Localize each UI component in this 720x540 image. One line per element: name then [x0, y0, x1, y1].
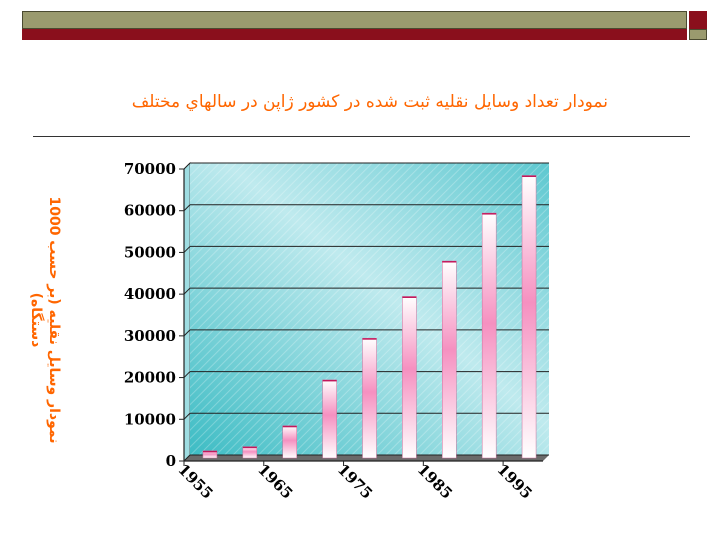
bar-top-edge	[282, 425, 297, 428]
gridline-side	[183, 371, 191, 378]
gridline-side	[183, 204, 191, 212]
y-tick-label: 20000	[124, 369, 176, 387]
bar-top-edge	[322, 379, 337, 382]
y-tick-label: 40000	[124, 285, 176, 303]
y-tick-label: 50000	[124, 243, 176, 261]
header-accent-square-lower	[689, 29, 707, 40]
header-accent-bar	[22, 11, 687, 29]
bar-1960	[242, 446, 258, 459]
bar-1985	[442, 260, 457, 459]
gridline-side	[183, 454, 191, 462]
bar-1990	[481, 212, 497, 459]
bar-top-edge	[482, 213, 497, 215]
slide-title: نمودار تعداد وسايل نقليه ثبت شده در کشور…	[131, 92, 608, 112]
header-accent-square	[689, 11, 707, 29]
bar-1965	[282, 425, 297, 459]
gridline-side	[183, 287, 191, 295]
x-tick-label: 1965	[254, 460, 296, 502]
y-tick-label: 0	[166, 452, 176, 470]
x-tick-label: 1955	[174, 460, 216, 502]
bar-top-edge	[362, 338, 377, 340]
bar-top-edge	[202, 450, 217, 453]
y-tick-label: 60000	[124, 202, 176, 220]
x-tick-label: 1995	[494, 460, 536, 502]
x-tick-label: 1975	[334, 460, 376, 502]
bar-top-edge	[522, 175, 537, 178]
gridline-side	[183, 162, 191, 170]
bar-top-edge	[242, 446, 257, 449]
gridline-side	[183, 246, 191, 253]
bar-1970	[322, 379, 337, 459]
header-accent-stripe	[22, 29, 687, 40]
y-tick-label: 30000	[124, 327, 176, 345]
gridline-side	[183, 412, 191, 420]
bar-top-edge	[442, 261, 457, 263]
title-divider	[33, 136, 690, 137]
x-tick-label: 1985	[414, 460, 456, 502]
gridline-side	[183, 329, 191, 337]
y-tick-label: 10000	[124, 410, 176, 428]
bar-1995	[521, 175, 537, 459]
bar-1975	[362, 337, 377, 459]
bar-top-edge	[402, 296, 417, 298]
bar-1980	[402, 296, 417, 459]
y-tick-label: 70000	[124, 160, 176, 178]
